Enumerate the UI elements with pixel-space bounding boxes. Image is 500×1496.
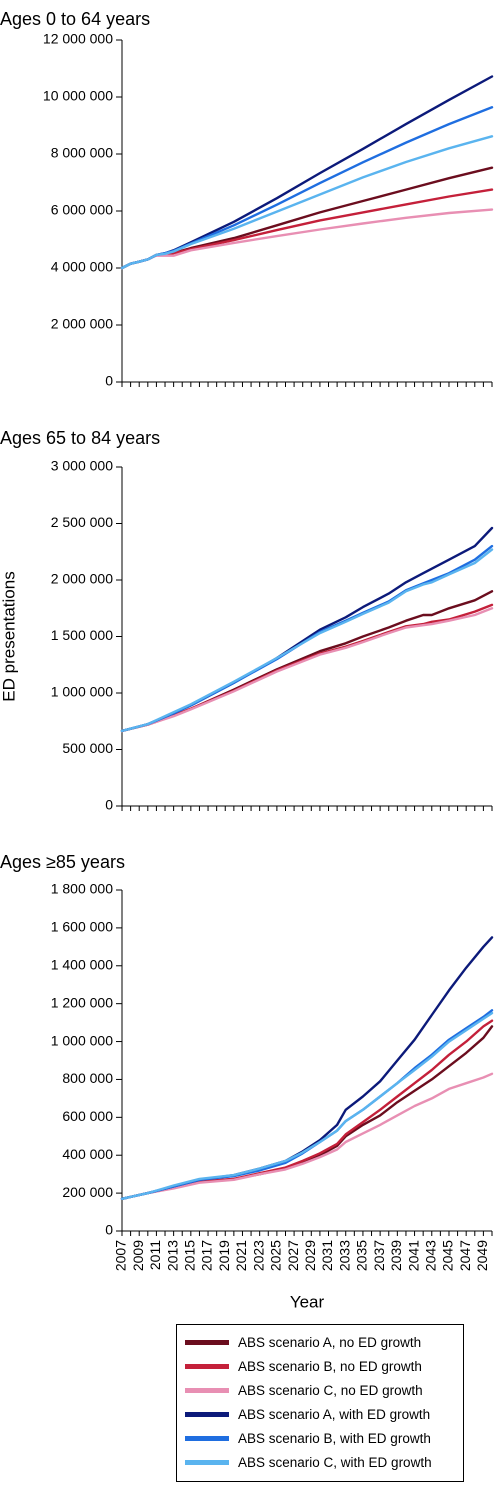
y-tick-label: 0 <box>105 1222 113 1238</box>
series-line <box>120 75 494 270</box>
y-tick-label: 1 800 000 <box>51 881 113 897</box>
y-tick-label: 1 000 000 <box>51 1032 113 1048</box>
chart-figure: Ages 0 to 64 years 0 2 000 000 4 000 000 6 0… <box>0 9 494 1311</box>
legend-label: ABS scenario C, no ED growth <box>238 1382 423 1398</box>
y-tick-label: 1 400 000 <box>51 956 113 972</box>
legend-swatch <box>185 1411 229 1417</box>
x-tick-label: 2013 <box>164 1240 180 1271</box>
legend-label: ABS scenario C, with ED growth <box>238 1454 432 1470</box>
panel-title: Ages ≥85 years <box>0 852 125 872</box>
y-tick-label: 2 000 000 <box>51 571 113 587</box>
x-tick-label: 2027 <box>285 1240 301 1271</box>
series-line <box>120 607 494 733</box>
legend-swatch <box>185 1435 229 1441</box>
chart-legend: ABS scenario A, no ED growth ABS scenari… <box>176 1324 464 1482</box>
x-tick-label: 2023 <box>250 1240 266 1271</box>
y-tick-label: 600 000 <box>62 1108 113 1124</box>
series-line <box>120 135 494 270</box>
legend-swatch <box>185 1339 229 1345</box>
y-tick-label: 200 000 <box>62 1184 113 1200</box>
y-tick-label: 1 000 000 <box>51 684 113 700</box>
legend-label: ABS scenario B, with ED growth <box>238 1430 431 1446</box>
series-line <box>120 548 494 733</box>
legend-item: ABS scenario B, no ED growth <box>185 1356 422 1376</box>
legend-label: ABS scenario A, with ED growth <box>238 1406 431 1422</box>
y-tick-label: 1 500 000 <box>51 627 113 643</box>
legend-label: ABS scenario A, no ED growth <box>238 1334 422 1350</box>
x-tick-label: 2011 <box>147 1240 163 1270</box>
x-tick-label: 2015 <box>182 1240 198 1271</box>
x-tick-label: 2039 <box>388 1240 404 1271</box>
series-line <box>120 526 494 733</box>
legend-item: ABS scenario C, with ED growth <box>185 1452 432 1472</box>
y-tick-label: 1 600 000 <box>51 919 113 935</box>
y-tick-label: 6 000 000 <box>51 202 113 218</box>
x-tick-label: 2009 <box>130 1240 146 1271</box>
x-tick-label: 2043 <box>423 1240 439 1271</box>
series-line <box>120 1072 494 1201</box>
y-tick-label: 1 200 000 <box>51 994 113 1010</box>
panel-title: Ages 0 to 64 years <box>0 9 150 29</box>
x-tick-label: 2035 <box>354 1240 370 1271</box>
y-tick-label: 4 000 000 <box>51 259 113 275</box>
y-tick-label: 500 000 <box>62 740 113 756</box>
legend-swatch <box>185 1363 229 1369</box>
x-tick-label: 2007 <box>113 1240 129 1271</box>
series-line <box>120 208 494 270</box>
legend-swatch <box>185 1459 229 1465</box>
y-axis-label: ED presentations <box>0 571 18 701</box>
x-tick-label: 2017 <box>199 1240 215 1271</box>
series-line <box>120 188 494 270</box>
series-line <box>120 1019 494 1201</box>
x-tick-label: 2031 <box>319 1240 335 1271</box>
x-tick-label: 2019 <box>216 1240 232 1271</box>
x-tick-label: 2049 <box>474 1240 490 1271</box>
series-line <box>120 106 494 270</box>
legend-item: ABS scenario B, with ED growth <box>185 1428 431 1448</box>
x-tick-label: 2037 <box>371 1240 387 1271</box>
x-tick-label: 2029 <box>302 1240 318 1271</box>
y-tick-label: 2 500 000 <box>51 514 113 530</box>
y-tick-label: 2 000 000 <box>51 316 113 332</box>
y-tick-label: 3 000 000 <box>51 458 113 474</box>
x-tick-label: 2047 <box>457 1240 473 1271</box>
x-tick-label: 2041 <box>405 1240 421 1271</box>
legend-item: ABS scenario A, no ED growth <box>185 1332 421 1352</box>
x-axis-label: Year <box>290 1292 325 1311</box>
y-tick-label: 800 000 <box>62 1070 113 1086</box>
y-tick-label: 400 000 <box>62 1146 113 1162</box>
x-tick-label: 2025 <box>268 1240 284 1271</box>
x-tick-label: 2033 <box>336 1240 352 1271</box>
series-line <box>120 1011 494 1201</box>
y-tick-label: 12 000 000 <box>43 31 113 47</box>
series-line <box>120 1009 494 1201</box>
y-tick-label: 0 <box>105 373 113 389</box>
panel-title: Ages 65 to 84 years <box>0 428 160 448</box>
y-tick-label: 0 <box>105 797 113 813</box>
legend-swatch <box>185 1387 229 1393</box>
y-tick-label: 10 000 000 <box>43 88 113 104</box>
legend-item: ABS scenario A, with ED growth <box>185 1404 430 1424</box>
x-tick-label: 2021 <box>233 1240 249 1271</box>
x-tick-label: 2045 <box>440 1240 456 1271</box>
legend-item: ABS scenario C, no ED growth <box>185 1380 423 1400</box>
legend-label: ABS scenario B, no ED growth <box>238 1358 422 1374</box>
y-tick-label: 8 000 000 <box>51 145 113 161</box>
